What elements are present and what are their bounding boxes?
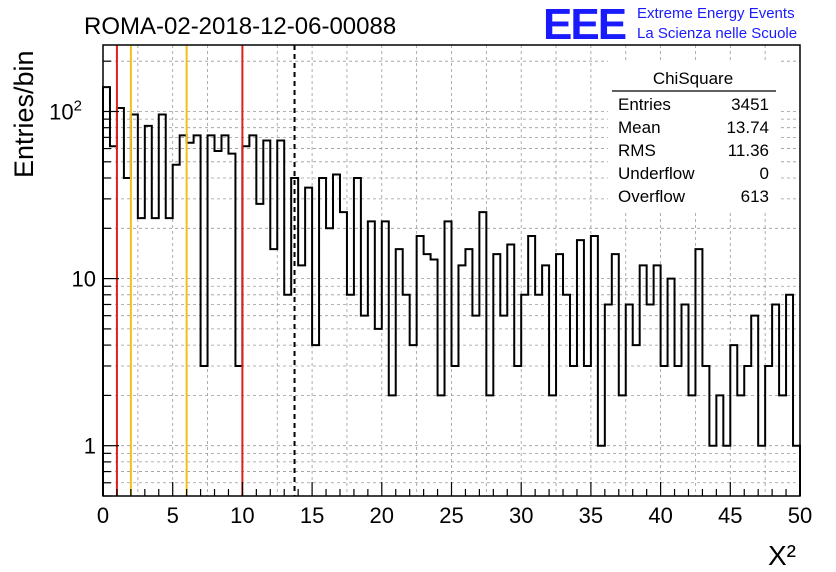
stats-mean-label: Mean [618,118,661,137]
x-axis-ticks: 0 5 10 15 20 25 30 35 40 45 50 [97,482,812,528]
stats-rms-label: RMS [618,141,656,160]
eee-logo-mark: EEE [543,0,626,49]
stats-rms-value: 11.36 [728,141,769,160]
stats-box-background [608,60,780,210]
x-tick-label: 15 [300,503,324,528]
stats-box: ChiSquare Entries 3451 Mean 13.74 RMS 11… [608,60,780,210]
x-tick-label: 45 [718,503,742,528]
y-axis-label: Entries/bin [9,50,39,178]
eee-logo: EEE Extreme Energy Events La Scienza nel… [543,0,797,49]
stats-underflow-label: Underflow [618,164,695,183]
x-tick-label: 50 [788,503,812,528]
x-axis-label: X² [768,540,796,571]
histogram-outline [102,86,801,496]
stats-overflow-label: Overflow [618,187,686,206]
stats-mean-value: 13.74 [726,118,769,137]
y-tick-exponent: 2 [74,97,82,114]
x-tick-label: 20 [370,503,394,528]
x-tick-label: 25 [439,503,463,528]
x-tick-label: 10 [230,503,254,528]
stats-overflow-value: 613 [741,187,769,206]
y-tick-label: 1 [84,434,96,459]
stats-entries-value: 3451 [731,95,769,114]
stats-box-title: ChiSquare [653,69,733,88]
x-tick-label: 5 [167,503,179,528]
x-tick-label: 0 [97,503,109,528]
eee-logo-line2: La Scienza nelle Scuole [637,25,797,42]
stats-entries-label: Entries [618,95,671,114]
chart-title: ROMA-02-2018-12-06-00088 [84,13,396,40]
x-tick-label: 30 [509,503,533,528]
histogram-bins [102,86,801,496]
stats-underflow-value: 0 [760,164,769,183]
y-tick-label: 10 [72,267,96,292]
x-tick-label: 35 [579,503,603,528]
marker-lines [115,45,296,496]
eee-logo-line1: Extreme Energy Events [637,5,795,22]
x-tick-label: 40 [648,503,672,528]
